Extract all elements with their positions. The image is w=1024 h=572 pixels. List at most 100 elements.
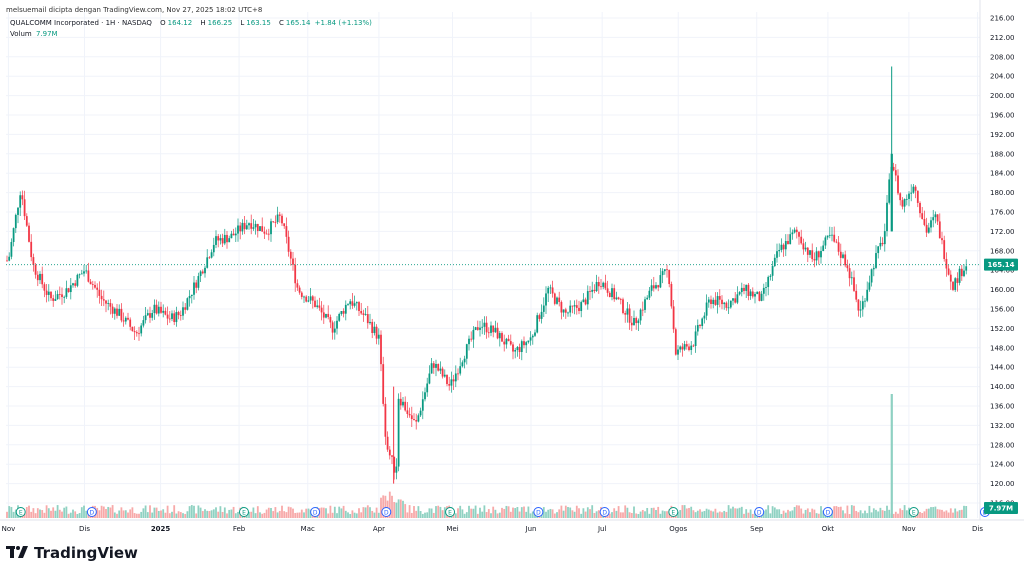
y-tick-label: 204.00 <box>990 73 1015 81</box>
candle-body <box>837 242 840 252</box>
candle-body <box>815 251 818 261</box>
volume-bar <box>894 511 897 518</box>
volume-bar <box>373 512 376 518</box>
candle-body <box>476 327 479 330</box>
earnings-marker-icon[interactable] <box>668 507 679 517</box>
legend-low-label: L <box>240 19 245 27</box>
candle-body <box>901 200 904 207</box>
volume-bar <box>421 513 424 518</box>
candle-body <box>793 229 796 233</box>
candle-body <box>518 346 521 353</box>
volume-bar <box>877 511 880 518</box>
volume-bar <box>778 509 781 518</box>
candle-body <box>454 373 457 382</box>
candle-body <box>448 384 451 386</box>
volume-bar <box>705 508 708 518</box>
volume-bar <box>567 507 569 518</box>
candle-body <box>270 221 272 235</box>
candle-body <box>855 290 858 300</box>
candle-body <box>369 321 371 324</box>
dividend-marker-icon[interactable] <box>754 507 765 517</box>
dividend-marker-icon[interactable] <box>86 507 97 517</box>
volume-bar <box>122 510 125 518</box>
tradingview-brand[interactable]: TradingView <box>6 544 138 562</box>
volume-bar <box>294 512 297 518</box>
event-marker-label: D <box>313 510 318 517</box>
volume-bar <box>206 510 209 518</box>
volume-bar <box>435 506 437 518</box>
candle-body <box>278 214 281 216</box>
candle-body <box>727 307 730 309</box>
candle-body <box>496 327 499 339</box>
candle-body <box>732 298 734 301</box>
volume-bar <box>36 508 39 518</box>
volume-bar <box>597 510 600 518</box>
volume-bar <box>850 505 853 518</box>
earnings-marker-icon[interactable] <box>908 507 919 517</box>
volume-bar <box>252 507 255 518</box>
dividend-marker-icon[interactable] <box>533 507 544 517</box>
y-tick-label: 124.00 <box>990 461 1015 469</box>
candle-body <box>465 344 468 359</box>
volume-bar <box>514 508 517 518</box>
volume-bar <box>932 507 935 518</box>
volume-bar <box>476 513 479 518</box>
candle-body <box>327 313 330 318</box>
candle-body <box>850 277 853 279</box>
volume-bar <box>551 509 554 518</box>
volume-bar <box>677 511 679 518</box>
candle-body <box>707 299 710 303</box>
volume-bar <box>144 505 147 518</box>
candle-body <box>650 285 653 291</box>
volume-bar <box>844 513 847 518</box>
volume-bar <box>217 511 220 518</box>
candle-body <box>936 214 939 222</box>
candle-body <box>963 270 965 277</box>
volume-bar <box>204 509 206 518</box>
volume-bar <box>465 512 468 518</box>
volume-bar <box>426 512 429 518</box>
dividend-marker-icon[interactable] <box>381 507 392 517</box>
candle-body <box>677 349 679 355</box>
earnings-marker-icon[interactable] <box>445 507 456 517</box>
volume-bar <box>404 504 407 518</box>
candle-body <box>421 399 424 411</box>
candle-body <box>743 287 745 291</box>
candle-body <box>14 214 17 229</box>
candle-body <box>857 299 860 311</box>
candle-body <box>329 317 332 323</box>
volume-bar <box>30 511 33 518</box>
candle-body <box>188 296 191 299</box>
candle-body <box>463 358 466 363</box>
candle-body <box>164 310 167 315</box>
candle-body <box>261 226 264 232</box>
candle-body <box>617 297 620 300</box>
volume-bar <box>707 509 710 518</box>
candle-body <box>771 266 774 276</box>
y-tick-label: 140.00 <box>990 383 1015 391</box>
dividend-marker-icon[interactable] <box>822 507 833 517</box>
candle-body <box>952 281 954 290</box>
volume-bar <box>776 509 778 518</box>
event-marker-label: D <box>90 510 95 517</box>
volume-bar <box>283 511 286 518</box>
dividend-marker-icon[interactable] <box>310 507 321 517</box>
candle-body <box>358 302 360 312</box>
legend-close: 165.14 <box>285 19 311 27</box>
volume-bar <box>608 513 611 518</box>
volume-bar <box>712 511 715 518</box>
volume-bar <box>875 509 877 518</box>
candle-body <box>472 329 475 340</box>
candle-body <box>351 301 354 306</box>
candle-body <box>307 300 310 302</box>
volume-bar <box>864 510 866 518</box>
earnings-marker-icon[interactable] <box>238 507 249 517</box>
candle-body <box>505 338 508 345</box>
dividend-marker-icon[interactable] <box>599 507 610 517</box>
earnings-marker-icon[interactable] <box>15 507 26 517</box>
candle-body <box>380 334 382 365</box>
volume-bar <box>952 512 954 518</box>
candle-body <box>674 329 677 355</box>
candle-body <box>545 293 547 306</box>
